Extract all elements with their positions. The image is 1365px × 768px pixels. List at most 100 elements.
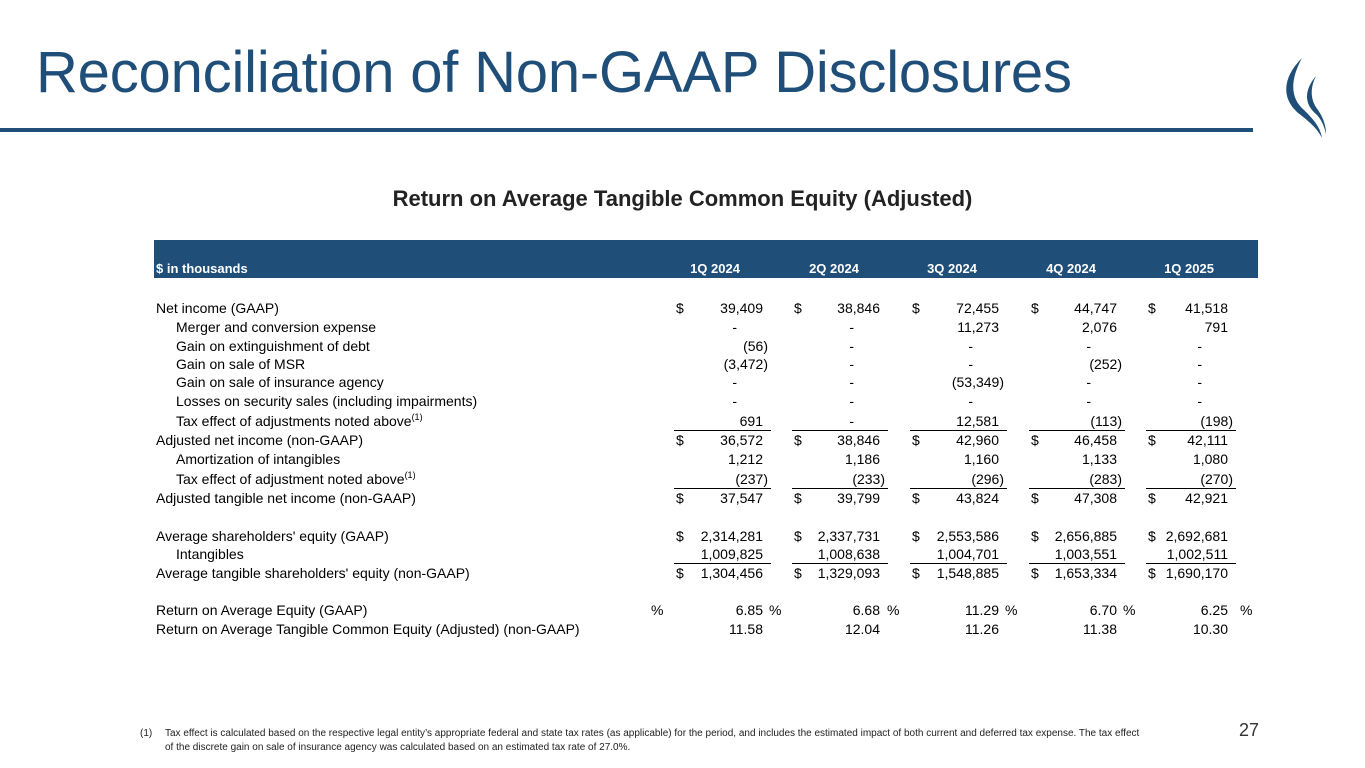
table-cell: 38,846 xyxy=(837,432,880,448)
table-cell: 1,133 xyxy=(1081,451,1117,467)
table-row: Return on Average Tangible Common Equity… xyxy=(0,621,1365,639)
table-cell: 1,080 xyxy=(1192,451,1228,467)
table-cell: 37,547 xyxy=(720,490,763,506)
subtotal-underline xyxy=(1146,563,1236,564)
table-cell: - xyxy=(1197,393,1202,409)
table-cell: 39,409 xyxy=(720,300,763,316)
table-cell: 43,824 xyxy=(956,490,999,506)
table-cell: (113) xyxy=(1090,413,1122,429)
subtotal-underline xyxy=(1146,430,1236,431)
row-label: Return on Average Tangible Common Equity… xyxy=(156,621,580,637)
row-label-text: Gain on sale of insurance agency xyxy=(176,374,384,390)
subtotal-underline xyxy=(674,430,771,431)
row-label-text: Losses on security sales (including impa… xyxy=(176,393,478,409)
table-cell: 1,329,093 xyxy=(817,565,880,581)
table-row: Net income (GAAP) $39,409 $38,846 $72,455 $4… xyxy=(0,300,1365,318)
table-row: Gain on sale of MSR (3,472) - - (252) - xyxy=(0,356,1365,374)
table-cell: 6.68 xyxy=(852,602,880,618)
dollar-sign: $ xyxy=(794,565,802,581)
table-cell: (283) xyxy=(1089,471,1122,487)
table-row: Adjusted tangible net income (non-GAAP) $… xyxy=(0,490,1365,508)
subtotal-underline xyxy=(1029,488,1125,489)
row-label-text: Gain on extinguishment of debt xyxy=(176,338,370,354)
dollar-sign: $ xyxy=(1148,432,1156,448)
row-label-text: Net income (GAAP) xyxy=(156,300,279,316)
table-cell: 2,692,681 xyxy=(1165,528,1228,544)
row-label: Gain on extinguishment of debt xyxy=(176,338,370,354)
row-label-text: Merger and conversion expense xyxy=(176,319,377,335)
dollar-sign: $ xyxy=(1148,565,1156,581)
table-cell: - xyxy=(968,356,973,372)
row-label-text: Return on Average Tangible Common Equity… xyxy=(156,621,580,637)
header-unit-label: $ in thousands xyxy=(156,261,248,276)
table-cell: 47,308 xyxy=(1074,490,1117,506)
table-cell: 791 xyxy=(1204,319,1228,335)
dollar-sign: $ xyxy=(794,432,802,448)
column-header: 1Q 2024 xyxy=(690,261,740,276)
dollar-sign: $ xyxy=(912,432,920,448)
row-label-text: Tax effect of adjustments noted above xyxy=(176,413,412,429)
row-label: Losses on security sales (including impa… xyxy=(176,393,477,409)
table-cell: (237) xyxy=(735,471,768,487)
row-label-text: Adjusted tangible net income (non-GAAP) xyxy=(156,490,416,506)
dollar-sign: $ xyxy=(794,490,802,506)
percent-sign: % xyxy=(1240,602,1253,618)
table-row: Return on Average Equity (GAAP) 6.85 6.68 1… xyxy=(0,602,1365,620)
table-row: Losses on security sales (including impa… xyxy=(0,393,1365,411)
table-row: Average tangible shareholders' equity (n… xyxy=(0,565,1365,583)
table-cell: 72,455 xyxy=(956,300,999,316)
table-cell: - xyxy=(1086,374,1091,390)
table-cell: 1,212 xyxy=(727,451,763,467)
column-header: 4Q 2024 xyxy=(1046,261,1096,276)
table-cell: 2,076 xyxy=(1081,319,1117,335)
title-divider xyxy=(0,128,1253,132)
table-cell: - xyxy=(1086,338,1091,354)
table-cell: (53,349) xyxy=(951,374,1004,390)
table-cell: (233) xyxy=(852,471,885,487)
column-header: 2Q 2024 xyxy=(809,261,859,276)
subtotal-underline xyxy=(910,488,1007,489)
dollar-sign: $ xyxy=(1031,300,1039,316)
row-label: Return on Average Equity (GAAP) xyxy=(156,602,367,618)
table-cell: - xyxy=(849,413,854,429)
table-cell: - xyxy=(968,393,973,409)
dollar-sign: $ xyxy=(794,300,802,316)
table-cell: (198) xyxy=(1200,413,1233,429)
subtotal-underline xyxy=(910,430,1007,431)
table-cell: 1,304,456 xyxy=(700,565,763,581)
table-row: Gain on sale of insurance agency - - (53,34… xyxy=(0,374,1365,392)
row-label: Adjusted net income (non-GAAP) xyxy=(156,432,363,448)
row-label: Adjusted tangible net income (non-GAAP) xyxy=(156,490,416,506)
row-label-text: Intangibles xyxy=(176,546,244,562)
dollar-sign: $ xyxy=(1148,300,1156,316)
table-row: Intangibles 1,009,825 1,008,638 1,004,701 1,… xyxy=(0,546,1365,564)
table-row: Amortization of intangibles 1,212 1,186 1,1… xyxy=(0,451,1365,469)
table-cell: - xyxy=(1197,356,1202,372)
table-cell: 1,002,511 xyxy=(1166,546,1228,562)
table-cell: 11.58 xyxy=(729,621,763,637)
table-cell: 44,747 xyxy=(1074,300,1117,316)
table-row: Gain on extinguishment of debt (56) - - - - xyxy=(0,338,1365,356)
row-label: Intangibles xyxy=(176,546,244,562)
dollar-sign: $ xyxy=(912,490,920,506)
table-cell: - xyxy=(1197,338,1202,354)
table-cell: 42,921 xyxy=(1185,490,1228,506)
subtotal-underline xyxy=(674,563,771,564)
table-row: Tax effect of adjustments noted above(1)… xyxy=(0,413,1365,431)
row-label: Gain on sale of insurance agency xyxy=(176,374,384,390)
dollar-sign: $ xyxy=(1031,432,1039,448)
subtotal-underline xyxy=(1029,430,1125,431)
row-label-text: Gain on sale of MSR xyxy=(176,356,306,372)
row-label: Average shareholders' equity (GAAP) xyxy=(156,528,389,544)
row-label: Amortization of intangibles xyxy=(176,451,340,467)
subtotal-underline xyxy=(910,563,1007,564)
table-cell: 11.26 xyxy=(965,621,999,637)
table-cell: 42,111 xyxy=(1187,432,1228,448)
page-number: 27 xyxy=(1239,720,1260,740)
table-row: Merger and conversion expense - - 11,273 2,0… xyxy=(0,319,1365,337)
percent-sign: % xyxy=(651,602,664,618)
footnote: (1) Tax effect is calculated based on th… xyxy=(140,727,1140,755)
table-cell: - xyxy=(1197,374,1202,390)
table-cell: 2,337,731 xyxy=(817,528,880,544)
table-cell: 1,004,701 xyxy=(936,546,999,562)
